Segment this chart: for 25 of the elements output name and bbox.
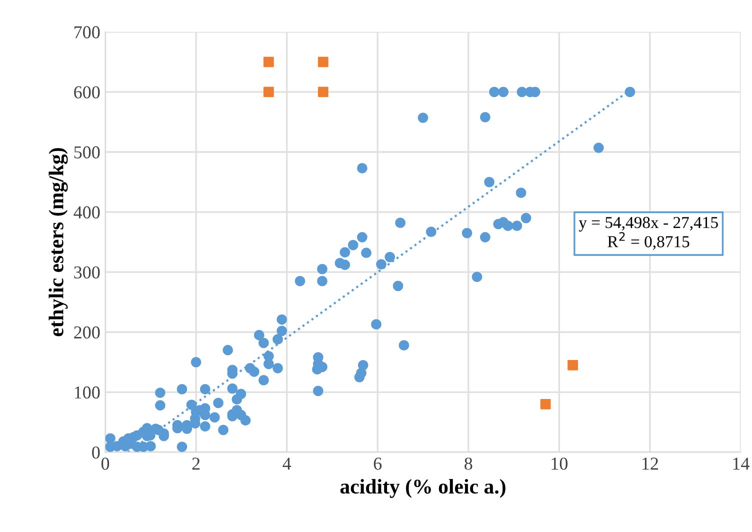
x-tick-label: 12 bbox=[642, 458, 658, 470]
point bbox=[318, 56, 328, 68]
x-tick-label: 6 bbox=[374, 458, 382, 470]
point bbox=[568, 360, 578, 370]
x-tick-label: 0 bbox=[101, 458, 110, 470]
point bbox=[263, 86, 274, 98]
y-tick-label: 0 bbox=[92, 446, 100, 459]
x-tick-label: 2 bbox=[192, 458, 200, 470]
x-tick-label: 8 bbox=[464, 458, 472, 470]
point bbox=[263, 56, 274, 68]
x-tick-label: 4 bbox=[282, 458, 292, 470]
annotation: y = 54,498x - 27,415 R$^{2}$ = 0,8715 bbox=[578, 216, 718, 250]
y-tick-label: 600 bbox=[74, 86, 100, 98]
y-axis-title: ethylic esters (mg/kg) bbox=[48, 148, 68, 336]
y-tick-label: 200 bbox=[74, 326, 100, 339]
y-tick-label: 100 bbox=[74, 386, 100, 399]
x-tick-label: 14 bbox=[733, 458, 750, 470]
y-tick-label: 500 bbox=[74, 146, 100, 158]
y-tick-label: 300 bbox=[74, 266, 100, 279]
y-tick-label: 400 bbox=[74, 206, 100, 218]
point bbox=[318, 86, 328, 98]
point bbox=[540, 398, 551, 410]
x-axis-title: acidity (% oleic a.) bbox=[340, 478, 506, 498]
x-tick-label: 10 bbox=[552, 458, 568, 470]
y-tick-label: 700 bbox=[74, 26, 100, 38]
